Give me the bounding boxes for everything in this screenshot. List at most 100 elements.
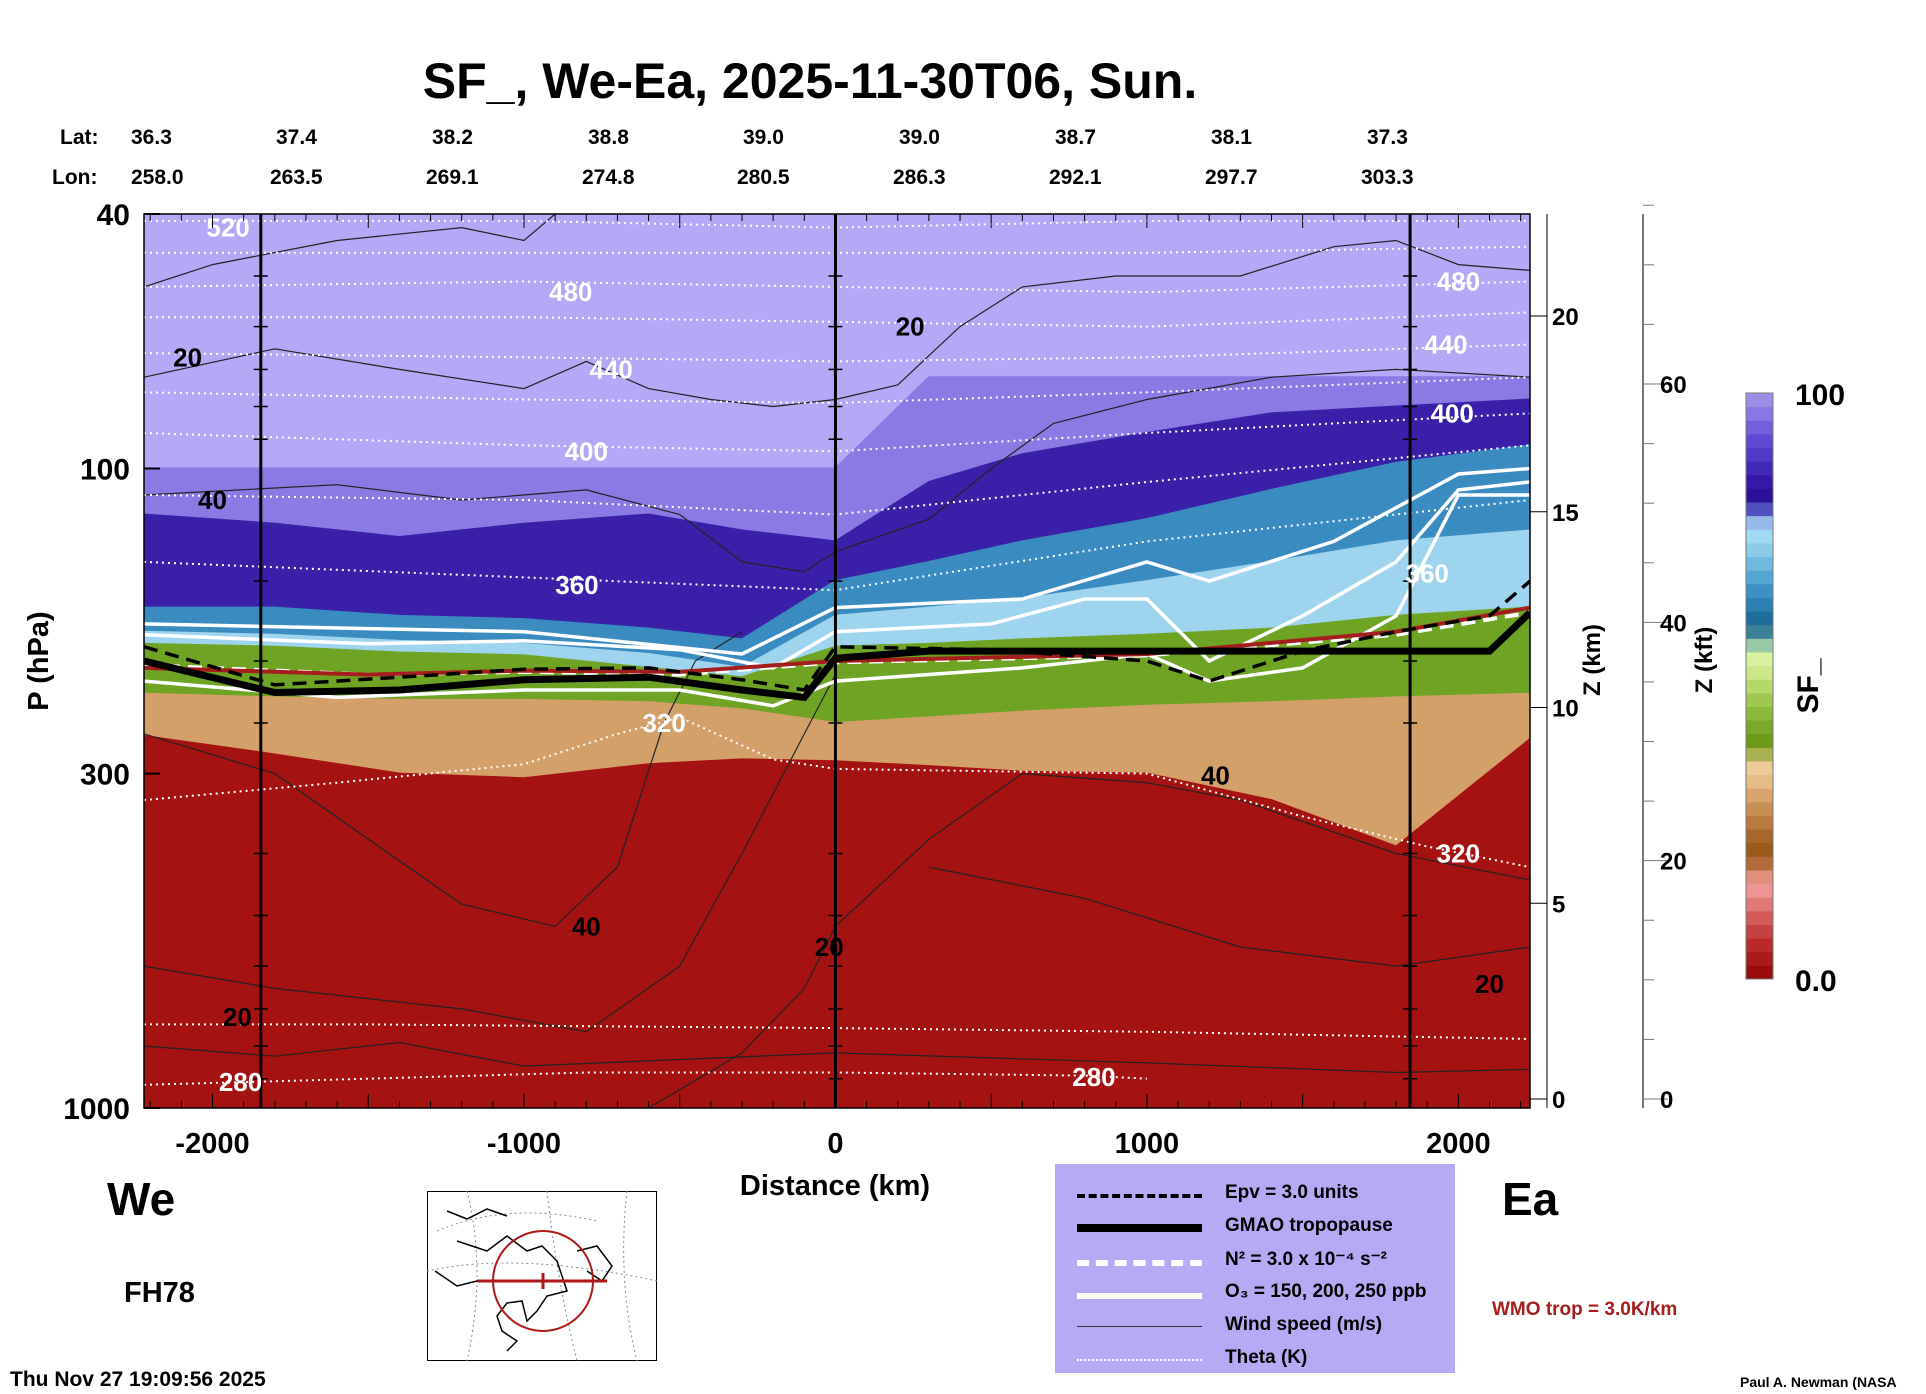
colorbar-swatch [1746,924,1773,939]
colorbar-swatch [1746,570,1773,585]
epv-contour [144,579,1530,692]
colorbar-swatch [1746,760,1773,776]
colorbar-swatch [1746,856,1773,871]
contour-label: 440 [1424,330,1467,360]
contour-label: 480 [549,277,592,307]
z-km-tick-label: 15 [1552,500,1579,527]
legend: Epv = 3.0 units GMAO tropopause N² = 3.0… [1055,1164,1455,1373]
legend-label: GMAO tropopause [1225,1215,1393,1236]
credit: Paul A. Newman (NASA [1740,1374,1897,1390]
colorbar-swatch [1746,706,1773,721]
lat-value: 38.2 [432,126,473,149]
plot-area: 520 480 480 440 440 400 400 360 360 320 320 280 280 2… [144,214,1530,1108]
colorbar-swatch [1746,474,1773,489]
colorbar-swatch [1746,747,1773,762]
colorbar-swatch [1746,542,1773,558]
colorbar-swatch [1746,651,1773,667]
z-kft-tick-label: 60 [1660,372,1687,399]
ozone-contour [144,480,1530,670]
wind-speed-contour [144,674,836,1033]
x-tick-label: 2000 [1426,1128,1491,1160]
legend-sample-dashed-black [1077,1194,1202,1198]
colorbar-swatch [1746,883,1773,898]
field-layer-lower-troposphere [144,734,1530,1108]
z-km-tick-label: 0 [1552,1087,1565,1114]
lat-value: 37.4 [276,126,317,149]
contour-label: 280 [1072,1062,1115,1092]
lat-value: 37.3 [1367,126,1408,149]
colorbar-swatch [1746,665,1773,680]
z-km-tick-label: 10 [1552,696,1579,723]
lat-value: 39.0 [743,126,784,149]
lon-value: 286.3 [893,166,946,189]
lon-value: 297.7 [1205,166,1258,189]
lat-value: 38.7 [1055,126,1096,149]
lon-value: 263.5 [270,166,323,189]
legend-sample-dashed-white [1077,1260,1202,1266]
lon-value: 274.8 [582,166,635,189]
forecast-hour: FH78 [124,1277,195,1309]
y-tick-label: 1000 [63,1093,130,1126]
lon-value: 269.1 [426,166,479,189]
colorbar-swatch [1746,965,1773,980]
contour-label: 20 [173,342,202,372]
east-label: Ea [1502,1173,1559,1225]
x-tick-label: 0 [827,1128,843,1160]
theta-contour [144,1023,1530,1040]
z-km-tick-label: 5 [1552,891,1565,918]
colorbar-swatch [1746,611,1773,626]
timestamp: Thu Nov 27 19:09:56 2025 [10,1368,266,1391]
colorbar-swatch [1746,433,1773,449]
legend-item-theta: Theta (K) [1055,1343,1455,1376]
colorbar-swatch [1746,515,1773,530]
colorbar-swatch [1746,461,1773,476]
wmo-tropopause-line [144,605,1530,677]
wind-speed-contour [648,772,1530,1108]
colorbar-swatch [1746,720,1773,735]
colorbar-swatch [1746,869,1773,885]
contour-label: 400 [565,436,608,466]
colorbar-swatch [1746,406,1773,421]
legend-item-wind-speed: Wind speed (m/s) [1055,1310,1455,1343]
lat-value: 36.3 [131,126,172,149]
ozone-contour [144,493,1530,708]
contour-label: 20 [223,1002,252,1032]
legend-label: Theta (K) [1225,1347,1308,1368]
lat-value: 39.0 [899,126,940,149]
wind-speed-contour [144,1041,1530,1074]
colorbar-swatch [1746,815,1773,830]
z-kft-axis-label: Z (kft) [1691,627,1718,694]
x-axis-label: Distance (km) [740,1170,930,1202]
z-km-axis-label: Z (km) [1579,624,1606,696]
y-tick-label: 40 [97,199,130,232]
colorbar-swatch [1746,679,1773,694]
y-tick-label: 100 [80,453,130,486]
z-kft-tick-label: 0 [1660,1087,1673,1114]
colorbar-swatch [1746,788,1773,803]
contour-label: 40 [198,485,227,515]
colorbar-swatch [1746,951,1773,966]
contour-label: 360 [555,570,598,600]
z-kft-tick-label: 20 [1660,849,1687,876]
y-tick-label: 300 [80,759,130,792]
colorbar-swatch [1746,556,1773,571]
lon-value: 258.0 [131,166,184,189]
legend-label: N² = 3.0 x 10⁻⁴ s⁻² [1225,1249,1388,1270]
plot-frame [143,213,1531,1109]
colorbar-swatch [1746,638,1773,653]
contour-label: 280 [219,1067,262,1097]
wind-speed-contour [928,866,1530,967]
colorbar-swatch [1746,420,1773,435]
colorbar-swatch [1746,692,1773,707]
wmo-trop-label: WMO trop = 3.0K/km [1492,1299,1678,1320]
legend-item-n2: N² = 3.0 x 10⁻⁴ s⁻² [1055,1244,1455,1277]
colorbar-swatch [1746,801,1773,816]
map-coastlines [434,1208,613,1352]
contour-label: 400 [1430,398,1473,428]
colorbar-swatch [1746,842,1773,857]
contour-label: 440 [589,354,632,384]
theta-contour [144,716,1530,869]
colorbar-swatch [1746,897,1773,912]
z-km-tick-label: 20 [1552,304,1579,331]
wind-speed-contour [144,239,1530,408]
